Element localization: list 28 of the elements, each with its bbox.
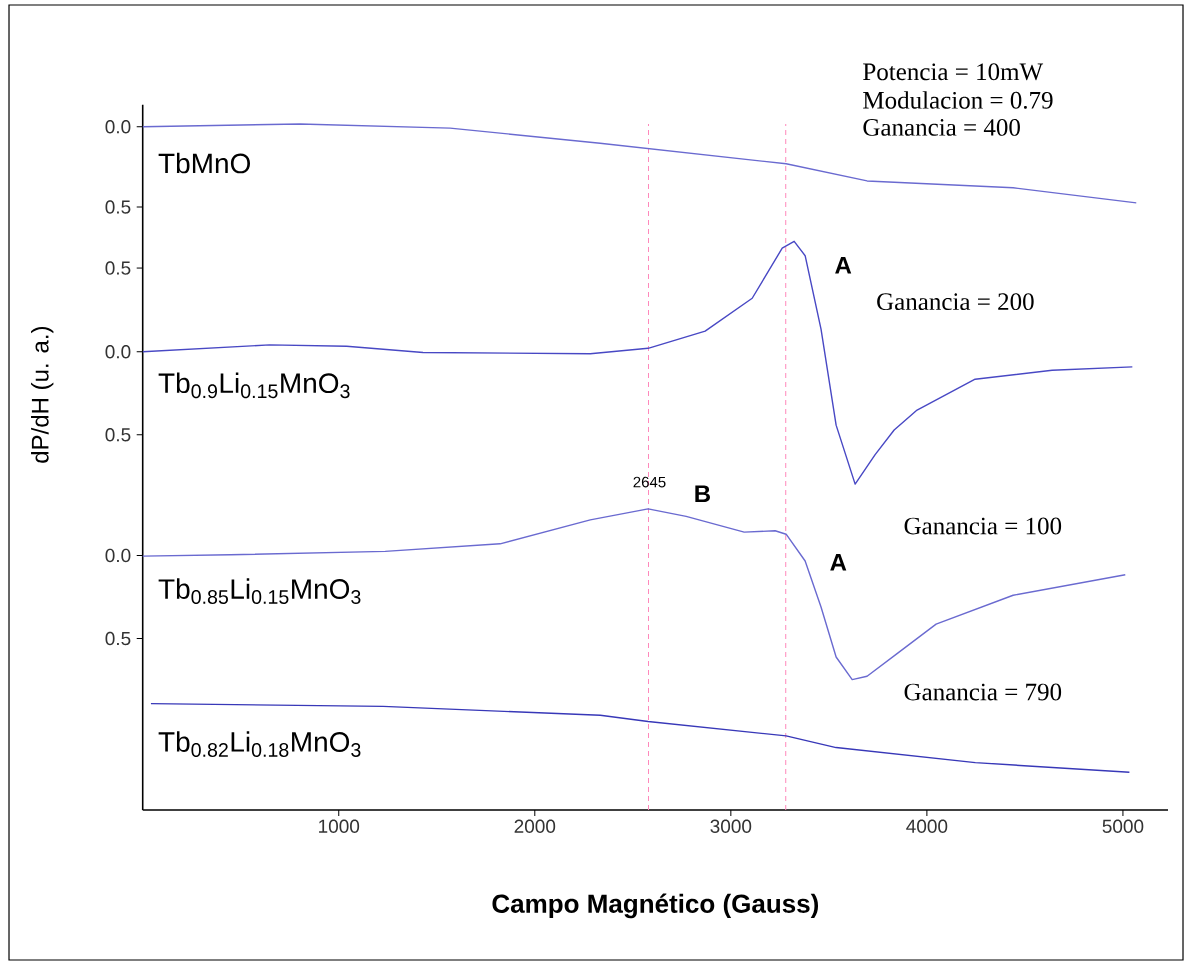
annotation: A [835,257,852,274]
series-label: Tb$_{0.9}$Li$_{0.15}$MnO$_{3}$ [158,372,350,399]
annotation: A [830,554,847,571]
text: Modulacion = 0.79 [863,91,1053,109]
text: 0.0 [105,548,131,563]
annotation: B [695,485,710,502]
annotation: Ganancia = 790 [904,683,1062,701]
text: 0.5 [105,631,131,646]
annotation: Ganancia = 200 [877,293,1034,311]
x-tick-label: 5000 [1102,819,1144,833]
y-axis-title: dP/dH (u. a.) [31,326,54,463]
series-label: Tb$_{0.85}$Li$_{0.15}$MnO$_{3}$ [158,578,361,604]
series-label: TbMnO [158,152,250,174]
annotation: Ganancia = 400 [863,118,1020,136]
text: 0.5 [105,200,131,214]
text: 0.5 [105,261,131,275]
x-tick-label: 3000 [710,819,752,833]
annotation: Ganancia = 100 [904,517,1062,535]
text: 0.0 [105,120,131,134]
x-axis-title: Campo Magnético (Gauss) [492,893,819,919]
x-tick-label: 1000 [319,819,360,833]
x-tick-label: 4000 [906,819,948,833]
text: 0.5 [105,428,131,442]
x-tick-label: 2000 [514,819,556,833]
text: 0.0 [105,345,131,359]
annotation: 2645 [633,476,666,488]
text: Potencia = 10mW [863,63,1044,81]
series-label: Tb$_{0.82}$Li$_{0.18}$MnO$_{3}$ [158,731,361,757]
